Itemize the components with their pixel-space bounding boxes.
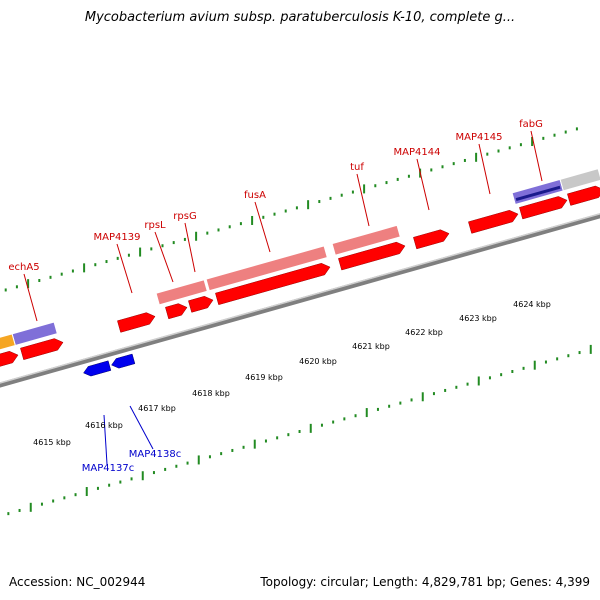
forward-gene: [117, 312, 156, 333]
gene-label-fusA: fusA: [244, 190, 266, 201]
map-title: Mycobacterium avium subsp. paratuberculo…: [84, 10, 516, 25]
forward-gene: [567, 185, 600, 206]
gene-label-tuf: tuf: [350, 162, 364, 173]
feature-band: [155, 279, 208, 306]
gene-leader-line: [478, 143, 491, 195]
gene-label-MAP4139: MAP4139: [94, 232, 141, 243]
forward-gene: [165, 303, 188, 320]
gene-leader-line: [23, 273, 38, 322]
feature-band: [205, 245, 328, 292]
gene-track: [0, 185, 600, 377]
axis-highlight: [0, 213, 600, 384]
feature-band: [559, 168, 600, 192]
ruler-label: 4616 kbp: [85, 421, 123, 430]
ruler-label: 4615 kbp: [33, 438, 71, 447]
feature-band: [515, 185, 561, 201]
ruler-label: 4621 kbp: [352, 342, 390, 351]
gene-leader-line: [254, 201, 271, 253]
feature-track: [0, 168, 600, 351]
ruler-label: 4623 kbp: [459, 314, 497, 323]
reverse-gene: [111, 353, 136, 369]
gene-leader-line: [154, 231, 174, 283]
gene-leader-line: [184, 222, 196, 273]
ruler-label: 4619 kbp: [245, 373, 283, 382]
forward-gene: [519, 196, 568, 220]
ruler-label: 4624 kbp: [513, 300, 551, 309]
axis-line: [0, 213, 600, 388]
gene-leader-line: [356, 173, 370, 227]
gene-label-MAP4144: MAP4144: [394, 147, 441, 158]
gene-label-MAP4145: MAP4145: [456, 132, 503, 143]
forward-gene: [338, 241, 406, 271]
gene-leader-line: [416, 158, 430, 211]
genome-axis: [0, 213, 600, 388]
accession-text: Accession: NC_002944: [9, 575, 146, 589]
gene-label-rpsL: rpsL: [144, 220, 166, 231]
forward-gene: [468, 209, 519, 234]
ruler-label: 4622 kbp: [405, 328, 443, 337]
gene-leader-line: [129, 405, 154, 450]
gene-leader-line: [116, 243, 133, 294]
forward-gene: [215, 263, 331, 306]
lower-tick-track: [7, 344, 592, 516]
ruler-labels: 4615 kbp 4616 kbp 4617 kbp 4618 kbp 4619 kbp…: [33, 300, 551, 447]
forward-gene: [188, 296, 214, 313]
ruler-label: 4620 kbp: [299, 357, 337, 366]
feature-band: [331, 224, 401, 256]
forward-gene: [0, 350, 19, 367]
genome-summary: Topology: circular; Length: 4,829,781 bp…: [260, 575, 590, 589]
gene-label-echA5: echA5: [8, 262, 39, 273]
gene-label-MAP4138c: MAP4138c: [129, 449, 181, 460]
reverse-gene: [83, 360, 112, 377]
feature-band: [0, 333, 16, 351]
gene-leader-line: [530, 130, 543, 182]
forward-gene: [413, 229, 450, 250]
ruler-label: 4617 kbp: [138, 404, 176, 413]
gene-label-MAP4137c: MAP4137c: [82, 463, 134, 474]
gene-label-fabG: fabG: [519, 119, 543, 130]
gene-label-rpsG: rpsG: [173, 211, 196, 222]
gene-leader-line: [103, 414, 108, 465]
forward-gene: [20, 338, 64, 361]
ruler-label: 4618 kbp: [192, 389, 230, 398]
